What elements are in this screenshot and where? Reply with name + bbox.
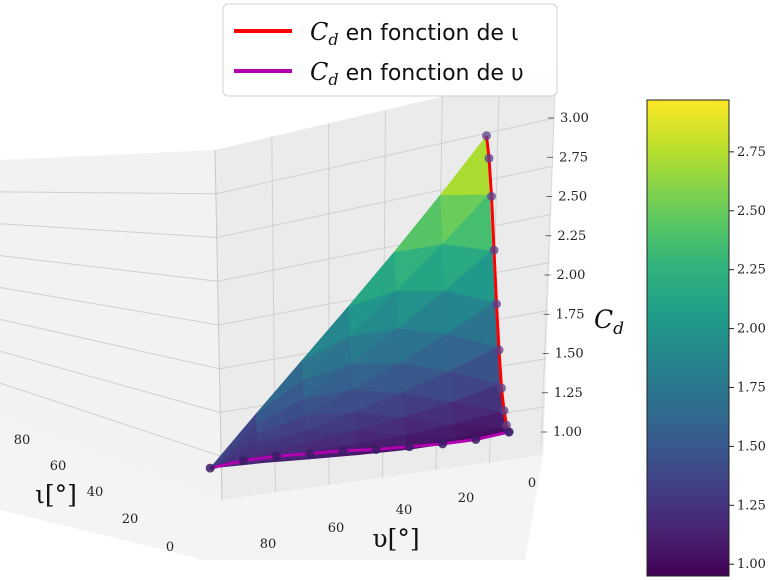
legend-entry-label: Cd en fonction de ι xyxy=(310,18,518,49)
data-point-upsilon xyxy=(238,456,248,466)
colorbar-body xyxy=(646,99,730,577)
x-tick-label: 80 xyxy=(260,537,277,552)
data-point-iota xyxy=(502,420,511,430)
data-point-upsilon xyxy=(272,451,282,461)
legend-entry-label: Cd en fonction de υ xyxy=(310,58,524,89)
z-tick-label: 2.50 xyxy=(558,190,587,205)
y-tick-label: 80 xyxy=(14,433,31,448)
surface-facet xyxy=(444,250,496,303)
data-point-iota xyxy=(487,191,496,201)
left-grid-line xyxy=(0,350,221,413)
pane-edge xyxy=(214,149,223,501)
data-point-upsilon xyxy=(205,463,215,473)
x-axis-label: υ[°] xyxy=(372,524,419,553)
z-tick-label: 1.00 xyxy=(553,425,582,440)
data-point-upsilon xyxy=(305,448,315,458)
data-point-iota xyxy=(484,153,494,163)
colorbar-tick-label: 1.00 xyxy=(737,557,766,572)
left-pane xyxy=(0,150,222,500)
data-point-upsilon xyxy=(438,439,448,449)
data-point-upsilon xyxy=(338,446,348,456)
colorbar-tick-label: 1.75 xyxy=(737,380,766,395)
legend-box xyxy=(222,3,558,97)
left-grid-line xyxy=(0,382,222,457)
z-tick-label: 2.00 xyxy=(557,268,586,283)
x-tick-label: 40 xyxy=(396,503,413,518)
colorbar-tick-label: 2.00 xyxy=(737,322,766,337)
series-curves xyxy=(205,131,514,473)
y-tick-label: 20 xyxy=(122,512,139,527)
surface-facet xyxy=(440,135,490,196)
left-grid-line xyxy=(0,255,218,282)
data-point-iota xyxy=(482,131,491,141)
data-point-upsilon xyxy=(504,427,514,437)
colorbar-tick-label: 2.50 xyxy=(737,204,766,219)
data-point-upsilon xyxy=(471,435,481,444)
z-tick-label: 2.25 xyxy=(557,229,586,244)
data-point-upsilon xyxy=(371,444,381,454)
left-grid-line xyxy=(0,318,220,370)
axis-ticks: 1.00 1.25 1.50 1.75 2.00 2.25 2.50 2.75 3.00 Cd 0 2… xyxy=(14,69,624,555)
colorbar-tick-label: 2.75 xyxy=(737,145,766,160)
curve-cd-vs-upsilon xyxy=(209,430,510,470)
y-tick-label: 60 xyxy=(50,459,67,474)
colorbar: 1.00 1.25 1.50 1.75 2.00 2.25 2.50 2.75 xyxy=(646,99,766,577)
z-axis-label: Cd xyxy=(594,305,624,339)
z-axis-line xyxy=(540,69,557,446)
z-tick-label: 2.75 xyxy=(559,150,588,165)
surface-facet xyxy=(442,193,493,251)
left-grid-line xyxy=(0,223,217,238)
data-point-iota xyxy=(494,345,504,355)
y-axis-label: ι[°] xyxy=(35,480,77,509)
x-tick-label: 20 xyxy=(458,491,475,506)
data-point-upsilon xyxy=(404,442,414,452)
surface-plot xyxy=(209,135,510,469)
colorbar-tick-label: 2.25 xyxy=(737,263,766,278)
legend: Cd en fonction de ι Cd en fonction de υ xyxy=(222,3,558,97)
data-point-iota xyxy=(497,383,506,393)
data-point-iota xyxy=(492,299,501,309)
data-point-iota xyxy=(489,245,499,255)
colorbar-tick-label: 1.50 xyxy=(737,439,766,454)
z-tick-label: 1.25 xyxy=(554,386,583,401)
z-tick-label: 1.50 xyxy=(555,347,584,362)
z-tick-label: 1.75 xyxy=(556,307,585,322)
x-tick-label: 0 xyxy=(528,476,536,491)
left-grid-line xyxy=(0,191,216,195)
z-tick-label: 3.00 xyxy=(560,111,589,126)
back-grid-line xyxy=(215,117,555,195)
data-point-iota xyxy=(499,406,509,416)
y-tick-label: 0 xyxy=(166,540,174,555)
left-grid-line xyxy=(0,287,219,326)
colorbar-tick-label: 1.25 xyxy=(737,498,766,513)
back-grid-line xyxy=(217,213,552,282)
x-tick-label: 60 xyxy=(328,521,345,536)
floor-pane xyxy=(0,415,543,560)
curve-cd-vs-iota xyxy=(485,135,511,433)
back-grid-line xyxy=(216,165,553,238)
y-tick-label: 40 xyxy=(87,485,104,500)
